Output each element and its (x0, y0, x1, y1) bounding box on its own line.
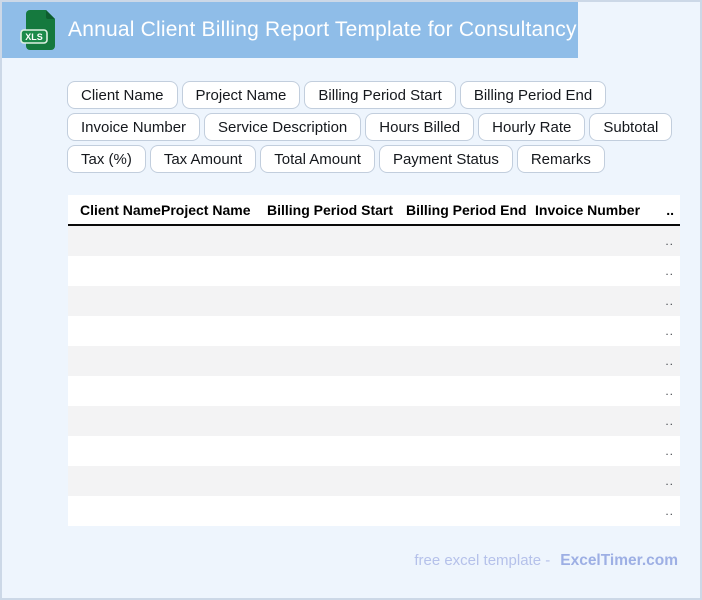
column-header-project-name: Project Name (161, 201, 251, 218)
chip-tax[interactable]: Tax (%) (67, 145, 146, 173)
field-chips: Client Name Project Name Billing Period St… (67, 81, 673, 177)
chip-payment-status[interactable]: Payment Status (378, 145, 513, 173)
row-more-placeholder: .. (665, 324, 674, 338)
footer-text: free excel template - (414, 552, 551, 569)
chip-hours-billed[interactable]: Hours Billed (365, 113, 475, 141)
table-row: .. (68, 256, 680, 286)
row-more-placeholder: .. (665, 354, 674, 368)
xls-badge-text: XLS (25, 32, 43, 42)
table-row: .. (68, 286, 680, 316)
footer-brand-link[interactable]: ExcelTimer.com (560, 552, 678, 569)
chip-row: Client Name Project Name Billing Period St… (67, 81, 672, 109)
chip-invoice-number[interactable]: Invoice Number (67, 113, 201, 141)
footer: free excel template - ExcelTimer.com (414, 552, 678, 570)
table-body: .................... (68, 226, 680, 526)
chip-subtotal[interactable]: Subtotal (589, 113, 673, 141)
chip-tax-amount[interactable]: Tax Amount (149, 145, 257, 173)
chip-hourly-rate[interactable]: Hourly Rate (478, 113, 586, 141)
chip-row: Tax (%) Tax Amount Total Amount Payment Sta… (67, 145, 672, 173)
chip-billing-period-end[interactable]: Billing Period End (459, 81, 607, 109)
table-header-row: Client Name Project Name Billing Period St… (68, 195, 680, 226)
row-more-placeholder: .. (665, 294, 674, 308)
column-header-billing-period-end: Billing Period End (406, 201, 527, 218)
chip-client-name[interactable]: Client Name (67, 81, 178, 109)
column-header-client-name: Client Name (80, 201, 161, 218)
column-header-billing-period-start: Billing Period Start (267, 201, 394, 218)
spreadsheet-preview: Client Name Project Name Billing Period St… (68, 195, 680, 526)
row-more-placeholder: .. (665, 474, 674, 488)
chip-project-name[interactable]: Project Name (181, 81, 301, 109)
table-row: .. (68, 376, 680, 406)
row-more-placeholder: .. (665, 444, 674, 458)
table-row: .. (68, 226, 680, 256)
table-row: .. (68, 496, 680, 526)
table-row: .. (68, 406, 680, 436)
chip-service-description[interactable]: Service Description (204, 113, 362, 141)
table-row: .. (68, 466, 680, 496)
row-more-placeholder: .. (665, 264, 674, 278)
table-row: .. (68, 316, 680, 346)
row-more-placeholder: .. (665, 414, 674, 428)
xls-file-icon: XLS (20, 10, 55, 50)
column-header-invoice-number: Invoice Number (535, 201, 641, 218)
chip-remarks[interactable]: Remarks (516, 145, 605, 173)
row-more-placeholder: .. (665, 504, 674, 518)
chip-billing-period-start[interactable]: Billing Period Start (304, 81, 456, 109)
table-row: .. (68, 346, 680, 376)
row-more-placeholder: .. (665, 384, 674, 398)
column-header-more: .. (666, 201, 674, 218)
chip-row: Invoice Number Service Description Hours B… (67, 113, 673, 141)
row-more-placeholder: .. (665, 234, 674, 248)
page-title: Annual Client Billing Report Template fo… (68, 18, 577, 41)
chip-total-amount[interactable]: Total Amount (260, 145, 375, 173)
titlebar: XLS Annual Client Billing Report Templat… (2, 2, 578, 58)
table-row: .. (68, 436, 680, 466)
